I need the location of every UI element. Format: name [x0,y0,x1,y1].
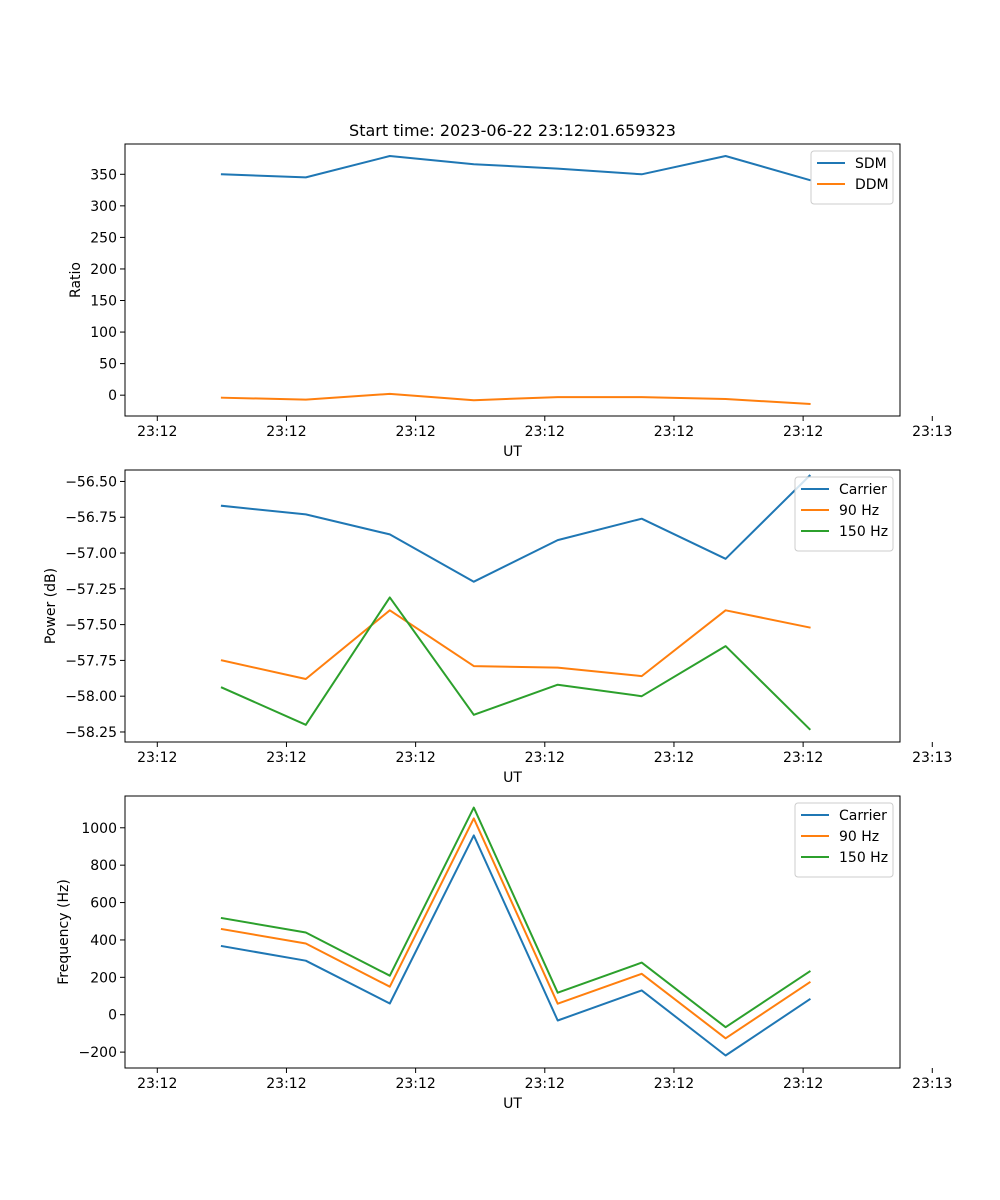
series-line-90-hz [220,609,811,680]
x-tick-label: 23:12 [783,424,823,440]
x-tick-label: 23:12 [654,750,694,766]
y-tick-label: 200 [90,970,117,986]
y-tick-label: −57.75 [65,653,117,669]
y-axis-label: Ratio [68,262,84,298]
ratio-panel: Start time: 2023-06-22 23:12:01.659323 R… [68,121,952,460]
legend-label: DDM [855,177,889,193]
y-tick-label: 800 [90,858,117,874]
series-line-sdm [220,155,811,182]
frequency-panel: Frequency (Hz) UT 23:12 23:12 23:12 23:12 23… [56,795,952,1112]
x-axis-label: UT [503,444,522,460]
series-line-carrier [220,474,812,583]
y-tick-label: −57.50 [65,618,117,634]
x-tick-label: 23:12 [266,1076,306,1092]
x-tick-label: 23:12 [525,1076,565,1092]
x-tick-label: 23:13 [912,750,952,766]
y-axis-label: Frequency (Hz) [56,879,72,985]
legend: Carrier 90 Hz 150 Hz [794,476,894,552]
legend-box [794,802,894,878]
y-tick-label: −58.25 [65,725,117,741]
y-tick-label: −57.00 [65,546,117,562]
series-line-150-hz [220,596,812,731]
legend: Carrier 90 Hz 150 Hz [794,802,894,878]
x-tick-label: 23:12 [395,424,435,440]
y-tick-label: −200 [79,1045,117,1061]
y-tick-label: 400 [90,933,117,949]
x-tick-label: 23:12 [525,750,565,766]
x-tick-label: 23:12 [395,750,435,766]
y-tick-label: 1000 [81,821,117,837]
legend: SDM DDM [810,150,894,205]
x-tick-label: 23:12 [266,424,306,440]
legend-label: Carrier [839,808,887,824]
y-tick-label: −57.25 [65,582,117,598]
series-line-carrier [220,834,811,1057]
y-tick-label: 200 [90,262,117,278]
series-line-90-hz [220,817,811,1040]
y-tick-label: 300 [90,199,117,215]
y-tick-label: −58.00 [65,689,117,705]
x-tick-label: 23:12 [137,424,177,440]
series-line-ddm [220,392,811,406]
y-tick-label: 0 [108,1008,117,1024]
y-tick-label: 250 [90,230,117,246]
axes-frame [124,143,901,417]
x-tick-label: 23:13 [912,1076,952,1092]
legend-label: 150 Hz [839,524,888,540]
legend-box [794,476,894,552]
x-tick-label: 23:12 [137,750,177,766]
legend-box [810,150,894,205]
series-line-150-hz [220,806,811,1029]
x-axis-label: UT [503,1096,522,1112]
axes-frame [124,469,901,743]
legend-label: Carrier [839,482,887,498]
x-tick-label: 23:12 [525,424,565,440]
y-tick-label: 0 [108,388,117,404]
x-tick-label: 23:12 [654,1076,694,1092]
x-tick-label: 23:12 [654,424,694,440]
y-axis-label: Power (dB) [43,568,59,644]
x-tick-label: 23:12 [395,1076,435,1092]
y-tick-label: 350 [90,167,117,183]
axes-frame [124,795,901,1069]
legend-label: SDM [855,156,887,172]
x-tick-label: 23:12 [137,1076,177,1092]
x-tick-label: 23:13 [912,424,952,440]
y-tick-label: 100 [90,325,117,341]
legend-label: 150 Hz [839,850,888,866]
power-panel: Power (dB) UT 23:12 23:12 23:12 23:12 23:12 2… [43,469,952,786]
x-tick-label: 23:12 [266,750,306,766]
chart-title: Start time: 2023-06-22 23:12:01.659323 [349,121,676,140]
y-tick-label: 50 [99,357,117,373]
x-tick-label: 23:12 [783,1076,823,1092]
x-tick-label: 23:12 [783,750,823,766]
y-tick-label: −56.50 [65,474,117,490]
legend-label: 90 Hz [839,829,879,845]
legend-label: 90 Hz [839,503,879,519]
y-tick-label: 600 [90,896,117,912]
y-tick-label: −56.75 [65,510,117,526]
y-tick-label: 150 [90,294,117,310]
x-axis-label: UT [503,770,522,786]
